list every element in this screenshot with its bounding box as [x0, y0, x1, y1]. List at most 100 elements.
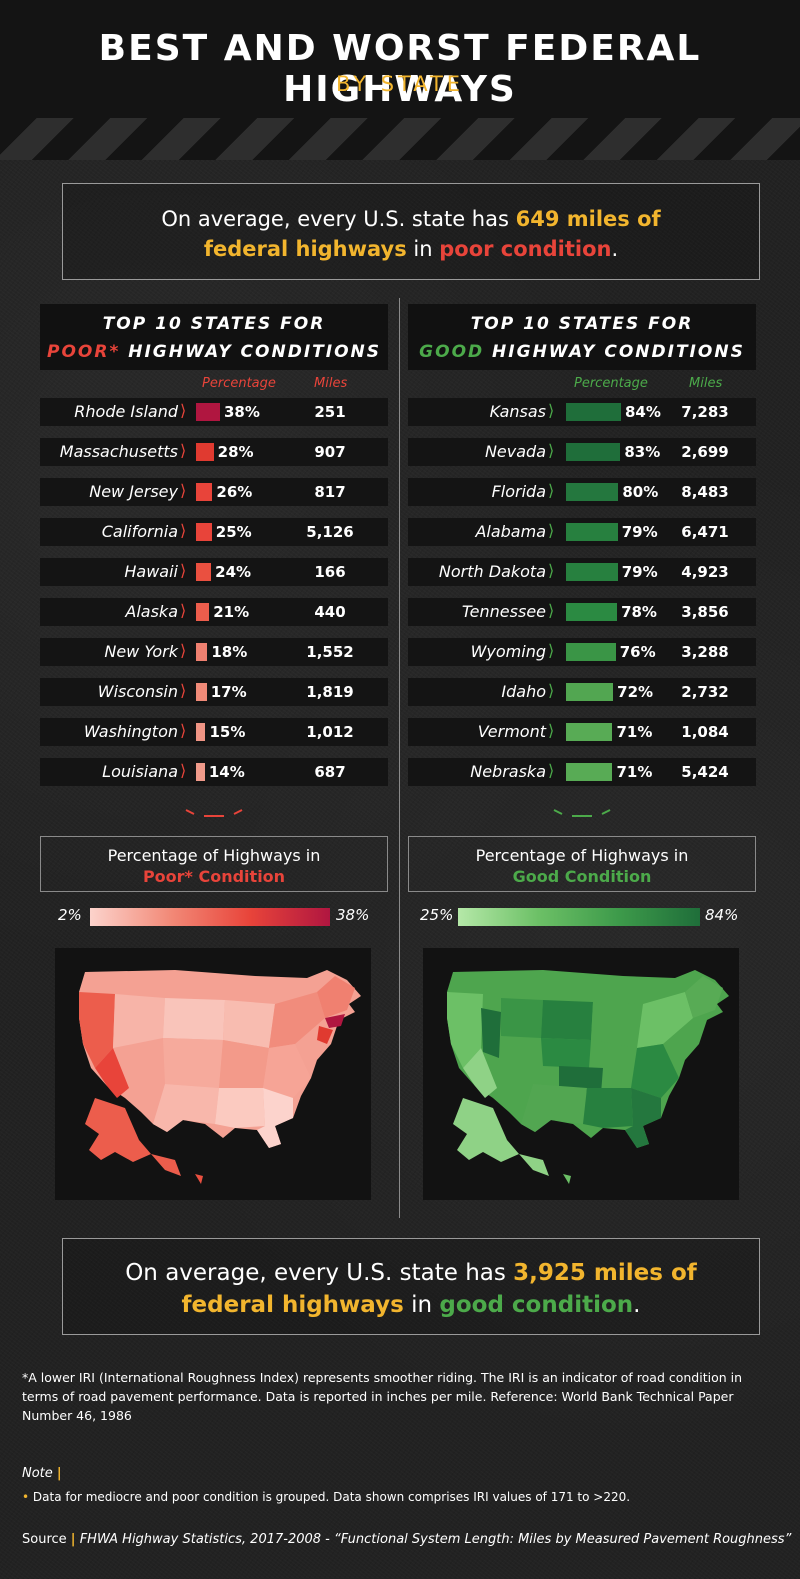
- top-callout-period: .: [611, 237, 619, 261]
- bottom-callout-miles: 3,925 miles of: [513, 1260, 697, 1286]
- bar-mark: [566, 563, 618, 581]
- row-separator: ⟩: [548, 561, 555, 580]
- state-label: Rhode Island: [74, 402, 178, 421]
- percent-label: 79%: [621, 563, 658, 581]
- row-separator: ⟩: [548, 441, 555, 460]
- percent-label: 21%: [213, 603, 250, 621]
- page-title: BEST AND WORST FEDERAL HIGHWAYS: [98, 28, 702, 110]
- row-separator: ⟩: [180, 401, 187, 420]
- chart-row: Alabama ⟩ 79% 6,471: [408, 518, 756, 546]
- chart-row: California ⟩ 25% 5,126: [40, 518, 388, 546]
- poor-heading-rest: HIGHWAY CONDITIONS: [120, 342, 381, 362]
- state-label: Nevada: [484, 442, 546, 461]
- row-separator: ⟩: [548, 601, 555, 620]
- chart-row: Wyoming ⟩ 76% 3,288: [408, 638, 756, 666]
- state-label: Vermont: [477, 722, 546, 741]
- chart-row: Nebraska ⟩ 71% 5,424: [408, 758, 756, 786]
- chart-row: Hawaii ⟩ 24% 166: [40, 558, 388, 586]
- bar-mark: [196, 603, 210, 621]
- note-label: Note |: [22, 1466, 62, 1481]
- state-label: Nebraska: [470, 762, 546, 781]
- bar-mark: [566, 643, 616, 661]
- miles-label: 251: [314, 403, 346, 421]
- poor-col-miles: Miles: [314, 376, 348, 391]
- percent-label: 78%: [621, 603, 657, 621]
- top-callout-text-1: On average, every U.S. state has: [161, 207, 516, 231]
- state-label: Alaska: [125, 602, 178, 621]
- row-separator: ⟩: [548, 521, 555, 540]
- bar-mark: [196, 683, 207, 701]
- miles-label: 907: [314, 443, 346, 461]
- poor-col-percentage: Percentage: [202, 376, 276, 391]
- good-heading-rest: HIGHWAY CONDITIONS: [484, 342, 745, 362]
- bar-mark: [566, 763, 613, 781]
- state-label: New York: [104, 642, 178, 661]
- miles-label: 1,819: [306, 683, 354, 701]
- state-label: Louisiana: [102, 762, 178, 781]
- good-scale-max: 84%: [705, 906, 739, 924]
- percent-label: 15%: [209, 723, 246, 741]
- miles-label: 5,126: [306, 523, 354, 541]
- good-panel-heading: TOP 10 STATES FOR GOOD HIGHWAY CONDITION…: [408, 304, 756, 370]
- percent-label: 24%: [215, 563, 252, 581]
- top-callout-highways: federal highways: [203, 237, 407, 261]
- bar-mark: [566, 523, 618, 541]
- miles-label: 6,471: [681, 523, 729, 541]
- percent-label: 38%: [224, 403, 260, 421]
- top-callout: On average, every U.S. state has 649 mil…: [62, 183, 760, 280]
- chart-row: North Dakota ⟩ 79% 4,923: [408, 558, 756, 586]
- poor-map-panel: [55, 948, 371, 1200]
- good-col-percentage: Percentage: [574, 376, 648, 391]
- bottom-callout-period: .: [633, 1292, 641, 1318]
- state-label: North Dakota: [438, 562, 546, 581]
- good-us-map: [447, 970, 729, 1184]
- miles-label: 1,552: [306, 643, 354, 661]
- percent-label: 79%: [621, 523, 658, 541]
- top-callout-miles: 649 miles of: [515, 207, 661, 231]
- row-separator: ⟩: [548, 641, 555, 660]
- row-separator: ⟩: [548, 401, 555, 420]
- source-text: FHWA Highway Statistics, 2017-2008 - “Fu…: [79, 1532, 792, 1547]
- row-separator: ⟩: [548, 761, 555, 780]
- good-legend-line2: Good Condition: [512, 867, 652, 886]
- percent-label: 80%: [622, 483, 659, 501]
- bar-mark: [196, 523, 212, 541]
- good-legend-box: Percentage of Highways in Good Condition: [408, 836, 756, 892]
- source-line: Source | FHWA Highway Statistics, 2017-2…: [22, 1532, 792, 1547]
- state-label: Kansas: [489, 402, 546, 421]
- good-scale-min: 25%: [420, 906, 454, 924]
- state-label: Wyoming: [470, 642, 546, 661]
- bottom-callout: On average, every U.S. state has 3,925 m…: [62, 1238, 760, 1335]
- poor-heading-line1: TOP 10 STATES FOR: [102, 314, 326, 334]
- bar-mark: [196, 563, 212, 581]
- bar-mark: [196, 483, 213, 501]
- row-separator: ⟩: [548, 681, 555, 700]
- state-label: Massachusetts: [59, 442, 178, 461]
- miles-label: 2,699: [681, 443, 729, 461]
- page-subtitle: BY STATE: [335, 72, 465, 96]
- poor-dash-decoration: [185, 809, 243, 817]
- percent-label: 76%: [619, 643, 656, 661]
- note-label-text: Note: [22, 1466, 53, 1481]
- state-label: Idaho: [501, 682, 546, 701]
- poor-legend-box: Percentage of Highways in Poor* Conditio…: [40, 836, 388, 892]
- bar-mark: [566, 483, 619, 501]
- good-col-miles: Miles: [689, 376, 723, 391]
- bottom-callout-text-1: On average, every U.S. state has: [125, 1260, 514, 1286]
- percent-label: 71%: [616, 763, 653, 781]
- row-separator: ⟩: [180, 481, 187, 500]
- miles-label: 166: [314, 563, 346, 581]
- miles-label: 8,483: [681, 483, 729, 501]
- row-separator: ⟩: [180, 761, 187, 780]
- percent-label: 72%: [617, 683, 654, 701]
- row-separator: ⟩: [180, 561, 187, 580]
- state-label: Wisconsin: [97, 682, 178, 701]
- bar-mark: [566, 603, 618, 621]
- miles-label: 2,732: [681, 683, 729, 701]
- row-separator: ⟩: [180, 601, 187, 620]
- state-label: Tennessee: [461, 602, 546, 621]
- state-label: New Jersey: [89, 482, 178, 501]
- chart-row: Louisiana ⟩ 14% 687: [40, 758, 388, 786]
- poor-us-map: [79, 970, 361, 1184]
